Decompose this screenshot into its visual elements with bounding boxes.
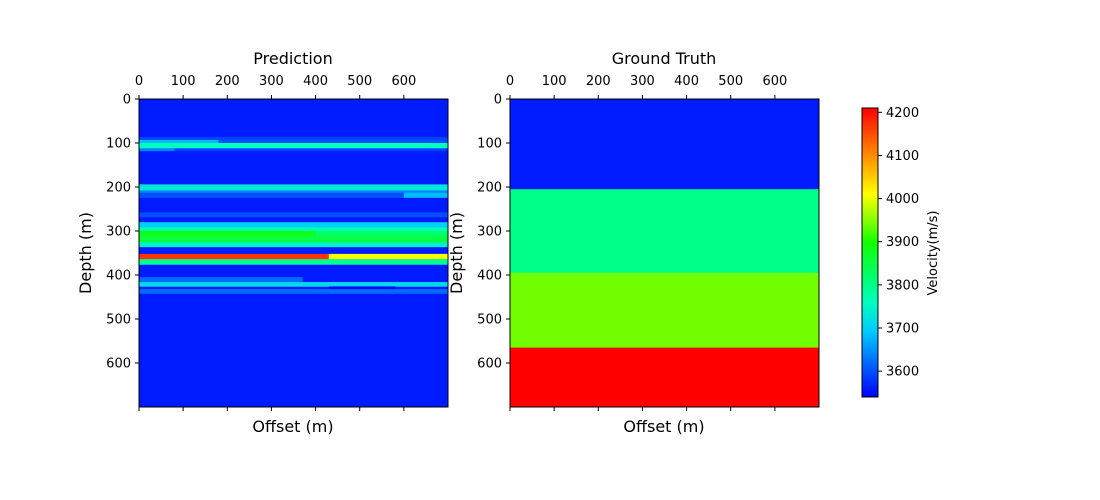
- ground-truth-layer-2: [510, 272, 820, 348]
- prediction-layer-13: [139, 231, 316, 237]
- ground-truth-xtick-label: 0: [506, 74, 514, 89]
- ground-truth-xlabel: Offset (m): [623, 417, 704, 436]
- prediction-panel: Prediction 0 100 200 300 400 500 600 0 100 200 300…: [76, 49, 449, 436]
- prediction-layer-18: [328, 253, 449, 260]
- ground-truth-title: Ground Truth: [612, 49, 717, 68]
- ground-truth-ylabel: Depth (m): [447, 212, 466, 294]
- prediction-ytick-label: 400: [106, 269, 131, 284]
- ground-truth-xtick-label: 200: [586, 74, 611, 89]
- prediction-layer-9: [403, 192, 449, 198]
- prediction-layer-11: [139, 222, 449, 228]
- colorbar-tick-label: 4000: [886, 192, 919, 207]
- ground-truth-ytick-label: 0: [494, 93, 502, 108]
- ground-truth-frame: [509, 98, 820, 408]
- prediction-xtick-label: 100: [171, 74, 196, 89]
- prediction-xtick-label: 0: [135, 74, 143, 89]
- prediction-xtick-label: 500: [347, 74, 372, 89]
- ground-truth-ytick-label: 200: [477, 181, 502, 196]
- ground-truth-ticks: 0 100 200 300 400 500 600 0 100 200 300 400 500 600: [477, 74, 787, 411]
- ground-truth-heatmap: [510, 99, 820, 408]
- prediction-layer-4: [139, 148, 175, 152]
- prediction-ytick-label: 0: [123, 93, 131, 108]
- prediction-layer-6: [139, 184, 449, 191]
- colorbar-tick-label: 4200: [886, 106, 919, 121]
- prediction-title: Prediction: [253, 49, 332, 68]
- ground-truth-xtick-label: 500: [718, 74, 743, 89]
- prediction-layer-16: [139, 242, 449, 248]
- prediction-layer-7: [139, 190, 449, 194]
- prediction-ytick-label: 100: [106, 137, 131, 152]
- prediction-layer-0: [139, 136, 449, 141]
- colorbar-tick-label: 4100: [886, 149, 919, 164]
- prediction-layer-14: [315, 231, 449, 237]
- prediction-xtick-label: 200: [215, 74, 240, 89]
- ground-truth-xtick-label: 100: [542, 74, 567, 89]
- prediction-frame: [138, 98, 449, 408]
- prediction-layer-17: [139, 253, 330, 260]
- colorbar-ticks: 3600 3700 3800 3900 4000 4100 4200: [878, 106, 919, 380]
- prediction-ytick-label: 200: [106, 181, 131, 196]
- prediction-ytick-label: 600: [106, 357, 131, 372]
- prediction-layer-19: [139, 259, 449, 265]
- ground-truth-xtick-label: 300: [630, 74, 655, 89]
- colorbar-tick-label: 3900: [886, 235, 919, 250]
- ground-truth-xtick-label: 600: [762, 74, 787, 89]
- ground-truth-panel: Ground Truth 0 100 200 300 400 500 600 0 100 200 3…: [447, 49, 820, 436]
- colorbar-tick-label: 3600: [886, 365, 919, 380]
- prediction-ytick-label: 300: [106, 225, 131, 240]
- ground-truth-ytick-label: 100: [477, 137, 502, 152]
- colorbar-tick-label: 3800: [886, 278, 919, 293]
- velocity-colorbar: 3600 3700 3800 3900 4000 4100 4200 Velocity(m/…: [861, 106, 941, 398]
- prediction-xtick-label: 600: [391, 74, 416, 89]
- ground-truth-layer-0: [510, 99, 820, 190]
- ground-truth-xtick-label: 400: [674, 74, 699, 89]
- prediction-layer-23: [139, 289, 449, 294]
- prediction-layer-12: [139, 227, 449, 232]
- colorbar-label: Velocity(m/s): [926, 211, 941, 296]
- prediction-layer-2: [218, 139, 449, 144]
- prediction-layer-8: [139, 192, 405, 198]
- prediction-layer-5: [174, 148, 449, 152]
- prediction-layer-21: [139, 282, 449, 287]
- prediction-xtick-label: 300: [259, 74, 284, 89]
- ground-truth-layer-3: [510, 347, 820, 408]
- prediction-layer-1: [139, 139, 219, 144]
- prediction-ylabel: Depth (m): [76, 212, 95, 294]
- ground-truth-ytick-label: 500: [477, 313, 502, 328]
- prediction-layer-22: [328, 286, 396, 290]
- prediction-ticks: 0 100 200 300 400 500 600 0 100 200 300 400 500 600: [106, 74, 416, 411]
- prediction-layer-10: [139, 212, 449, 218]
- ground-truth-ytick-label: 300: [477, 225, 502, 240]
- ground-truth-layer-1: [510, 189, 820, 274]
- prediction-xtick-label: 400: [303, 74, 328, 89]
- prediction-ytick-label: 500: [106, 313, 131, 328]
- colorbar-gradient: [861, 107, 879, 398]
- prediction-xlabel: Offset (m): [252, 417, 333, 436]
- prediction-layer-20: [139, 277, 303, 283]
- prediction-layer-3: [139, 143, 449, 149]
- prediction-heatmap: [139, 99, 449, 407]
- colorbar-tick-label: 3700: [886, 321, 919, 336]
- ground-truth-ytick-label: 400: [477, 269, 502, 284]
- ground-truth-ytick-label: 600: [477, 357, 502, 372]
- prediction-layer-15: [139, 236, 449, 243]
